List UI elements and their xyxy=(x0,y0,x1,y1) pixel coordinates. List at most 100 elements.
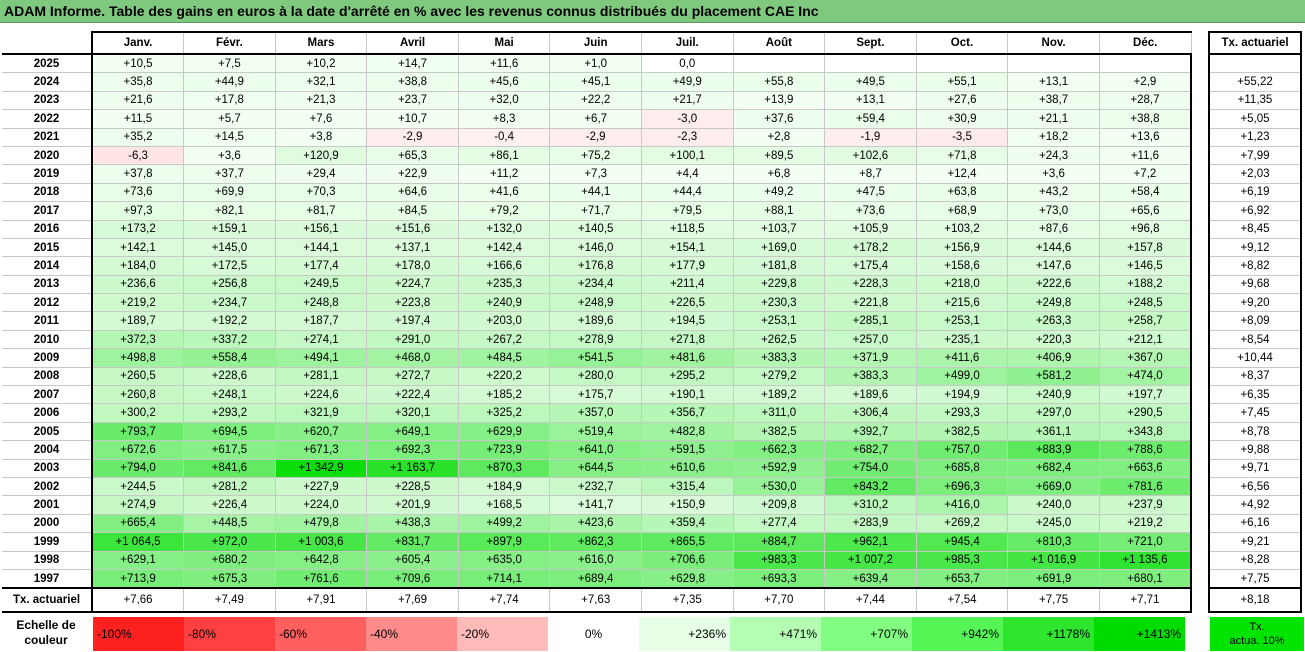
footer-value-cell: +7,71 xyxy=(1099,587,1192,614)
value-cell: +187,7 xyxy=(275,311,368,331)
value-cell: +10,7 xyxy=(366,109,459,129)
value-cell: +356,7 xyxy=(641,403,734,423)
value-cell: +188,2 xyxy=(1099,275,1192,295)
value-cell: +723,9 xyxy=(458,440,551,460)
value-cell: +810,3 xyxy=(1007,532,1100,552)
actuarial-rate-cell: +7,99 xyxy=(1208,146,1302,166)
year-cell: 2006 xyxy=(2,403,93,423)
side-row: +8,78 xyxy=(1208,422,1302,442)
value-cell: +211,4 xyxy=(641,275,734,295)
value-cell: +843,2 xyxy=(824,477,917,497)
value-cell: +7,5 xyxy=(183,54,276,74)
value-cell: +219,2 xyxy=(92,293,185,313)
year-cell: 2025 xyxy=(2,54,93,74)
value-cell: +44,1 xyxy=(549,183,642,203)
value-cell: +884,7 xyxy=(733,532,826,552)
value-cell: +248,5 xyxy=(1099,293,1192,313)
side-row: +7,45 xyxy=(1208,403,1302,423)
value-cell: +267,2 xyxy=(458,330,551,350)
legend-swatch: +471% xyxy=(730,617,821,651)
value-cell: +234,7 xyxy=(183,293,276,313)
table-row: 2004 +672,6 +617,5 +671,3 +692,3 +723,9 +641,0… xyxy=(2,440,1192,460)
value-cell: +682,7 xyxy=(824,440,917,460)
value-cell: +49,5 xyxy=(824,72,917,92)
value-cell: +283,9 xyxy=(824,514,917,534)
value-cell: +793,7 xyxy=(92,422,185,442)
value-cell: 0,0 xyxy=(641,54,734,74)
value-cell: +156,1 xyxy=(275,220,368,239)
value-cell: +103,7 xyxy=(733,220,826,239)
value-cell: +21,3 xyxy=(275,91,368,111)
value-cell: +671,3 xyxy=(275,440,368,460)
value-cell: +416,0 xyxy=(916,495,1009,515)
footer-value-cell: +7,66 xyxy=(92,587,185,614)
value-cell: +197,4 xyxy=(366,311,459,331)
value-cell: +44,4 xyxy=(641,183,734,203)
actuarial-rate-cell: +7,45 xyxy=(1208,403,1302,423)
value-cell: +499,2 xyxy=(458,514,551,534)
value-cell: +230,3 xyxy=(733,293,826,313)
value-cell: +64,6 xyxy=(366,183,459,203)
value-cell: +226,4 xyxy=(183,495,276,515)
year-cell: 2005 xyxy=(2,422,93,442)
value-cell: +757,0 xyxy=(916,440,1009,460)
value-cell: +494,1 xyxy=(275,348,368,368)
table-row: 2025 +10,5 +7,5 +10,2 +14,7 +11,6 +1,0 0,0 xyxy=(2,54,1192,74)
footer-value-cell: +7,70 xyxy=(733,587,826,614)
value-cell: +499,0 xyxy=(916,367,1009,387)
value-cell: +17,8 xyxy=(183,91,276,111)
value-cell: +222,6 xyxy=(1007,275,1100,295)
actuarial-rate-cell: +6,92 xyxy=(1208,201,1302,221)
value-cell: +173,2 xyxy=(92,220,185,239)
value-cell: +69,9 xyxy=(183,183,276,203)
value-cell: +605,4 xyxy=(366,551,459,570)
legend-swatch: +1413% xyxy=(1094,617,1185,651)
value-cell: +22,9 xyxy=(366,164,459,184)
value-cell: +169,0 xyxy=(733,238,826,258)
year-cell: 2017 xyxy=(2,201,93,221)
year-cell: 2023 xyxy=(2,91,93,111)
year-cell: 2021 xyxy=(2,128,93,147)
value-cell: +176,8 xyxy=(549,256,642,276)
table-row: 1999 +1 064,5 +972,0 +1 003,6 +831,7 +897,9 +8… xyxy=(2,532,1192,552)
year-cell: 2009 xyxy=(2,348,93,368)
value-cell: +132,0 xyxy=(458,220,551,239)
legend-swatch: -80% xyxy=(184,617,275,651)
value-cell: +263,3 xyxy=(1007,311,1100,331)
value-cell: +65,6 xyxy=(1099,201,1192,221)
value-cell: +761,6 xyxy=(275,569,368,589)
value-cell: +71,8 xyxy=(916,146,1009,166)
value-cell: +27,6 xyxy=(916,91,1009,111)
value-cell: +88,1 xyxy=(733,201,826,221)
value-cell: +972,0 xyxy=(183,532,276,552)
value-cell: +13,9 xyxy=(733,91,826,111)
value-cell: +73,6 xyxy=(824,201,917,221)
table-row: 2016 +173,2 +159,1 +156,1 +151,6 +132,0 +140,5… xyxy=(2,220,1192,239)
value-cell: +215,6 xyxy=(916,293,1009,313)
legend-swatch: +236% xyxy=(639,617,730,651)
value-cell: +7,3 xyxy=(549,164,642,184)
year-cell: 2013 xyxy=(2,275,93,295)
value-cell: +693,3 xyxy=(733,569,826,589)
actuarial-rate-cell: +5,05 xyxy=(1208,109,1302,129)
value-cell: +862,3 xyxy=(549,532,642,552)
value-cell: +177,9 xyxy=(641,256,734,276)
value-cell: +146,5 xyxy=(1099,256,1192,276)
value-cell: +232,7 xyxy=(549,477,642,497)
value-cell: +37,7 xyxy=(183,164,276,184)
value-cell: +706,6 xyxy=(641,551,734,570)
table-row: 1997 +713,9 +675,3 +761,6 +709,6 +714,1 +689,4… xyxy=(2,569,1192,589)
value-cell: +235,1 xyxy=(916,330,1009,350)
table-row: 2019 +37,8 +37,7 +29,4 +22,9 +11,2 +7,3 +4,4 +6,… xyxy=(2,164,1192,184)
year-cell: 2016 xyxy=(2,220,93,239)
value-cell: +6,8 xyxy=(733,164,826,184)
gains-table: Janv. Févr. Mars Avril Mai Juin Juil. Août Sept.… xyxy=(2,31,1192,614)
value-cell: +23,7 xyxy=(366,91,459,111)
value-cell: +189,6 xyxy=(549,311,642,331)
month-header-11: Nov. xyxy=(1007,31,1100,55)
value-cell: +272,7 xyxy=(366,367,459,387)
side-row: +6,92 xyxy=(1208,201,1302,221)
value-cell: +63,8 xyxy=(916,183,1009,203)
value-cell: +147,6 xyxy=(1007,256,1100,276)
value-cell: +290,5 xyxy=(1099,403,1192,423)
